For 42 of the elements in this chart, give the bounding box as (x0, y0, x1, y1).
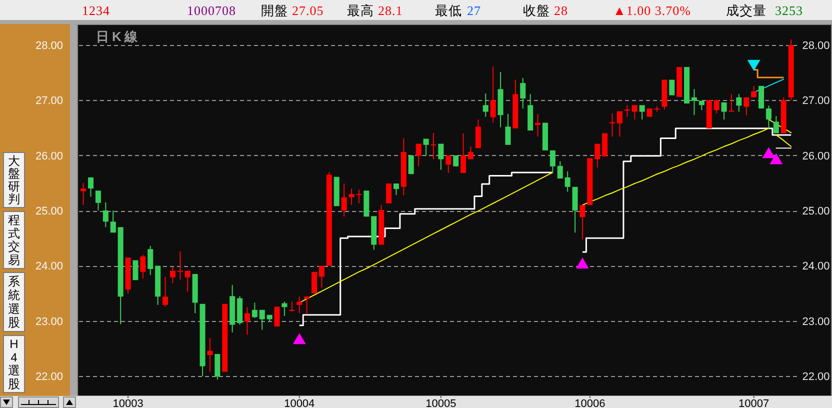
y2-tick-label: 23.00 (802, 316, 830, 328)
text: 最高 (347, 3, 374, 18)
y2-tick-label: 24.00 (802, 260, 830, 273)
y2-tick-label: 26.00 (802, 150, 830, 162)
point (747, 60, 760, 71)
y-tick-label: 26.00 (35, 150, 63, 162)
point (292, 333, 306, 344)
x-tick-label: 10003 (112, 398, 144, 408)
y-tick-label: 22.00 (35, 371, 63, 384)
y-tick-label: 25.00 (35, 206, 63, 218)
x-tick-label: 10006 (574, 398, 606, 408)
y2-tick-label: 25.00 (802, 206, 830, 218)
x-tick-label: 10005 (426, 398, 456, 408)
text: ▲1.00 3.70% (613, 3, 691, 18)
text: 28 (554, 3, 568, 18)
text: 3253 (775, 3, 803, 18)
y2-tick-label: 27.00 (802, 95, 830, 108)
text: 27.05 (292, 3, 324, 18)
text: 1234 (82, 3, 110, 18)
y-tick-label: 28.00 (35, 40, 63, 52)
text: 1000708 (187, 3, 236, 18)
chart-title: 日K線 (96, 29, 140, 44)
button: 系統選股 (3, 272, 25, 332)
button: H4選股 (3, 335, 25, 393)
x-tick-label: 10007 (738, 398, 770, 408)
x-tick-label: 10004 (284, 398, 315, 408)
text: 成交量 (726, 3, 766, 18)
y2-tick-label: 22.00 (802, 371, 830, 384)
y-tick-label: 24.00 (35, 260, 63, 273)
point (576, 258, 589, 269)
text: 最低 (435, 3, 462, 18)
point (762, 147, 776, 158)
y-tick-label: 23.00 (35, 316, 63, 328)
text: 收盤 (523, 3, 550, 18)
text: 開盤 (261, 3, 288, 18)
button: 程式交易 (3, 211, 25, 269)
y-tick-label: 27.00 (35, 95, 63, 108)
y2-tick-label: 28.00 (802, 40, 830, 52)
text: 28.1 (378, 3, 403, 18)
text: 27 (467, 3, 481, 18)
button: 大盤研判 (3, 152, 25, 208)
point (770, 153, 783, 164)
